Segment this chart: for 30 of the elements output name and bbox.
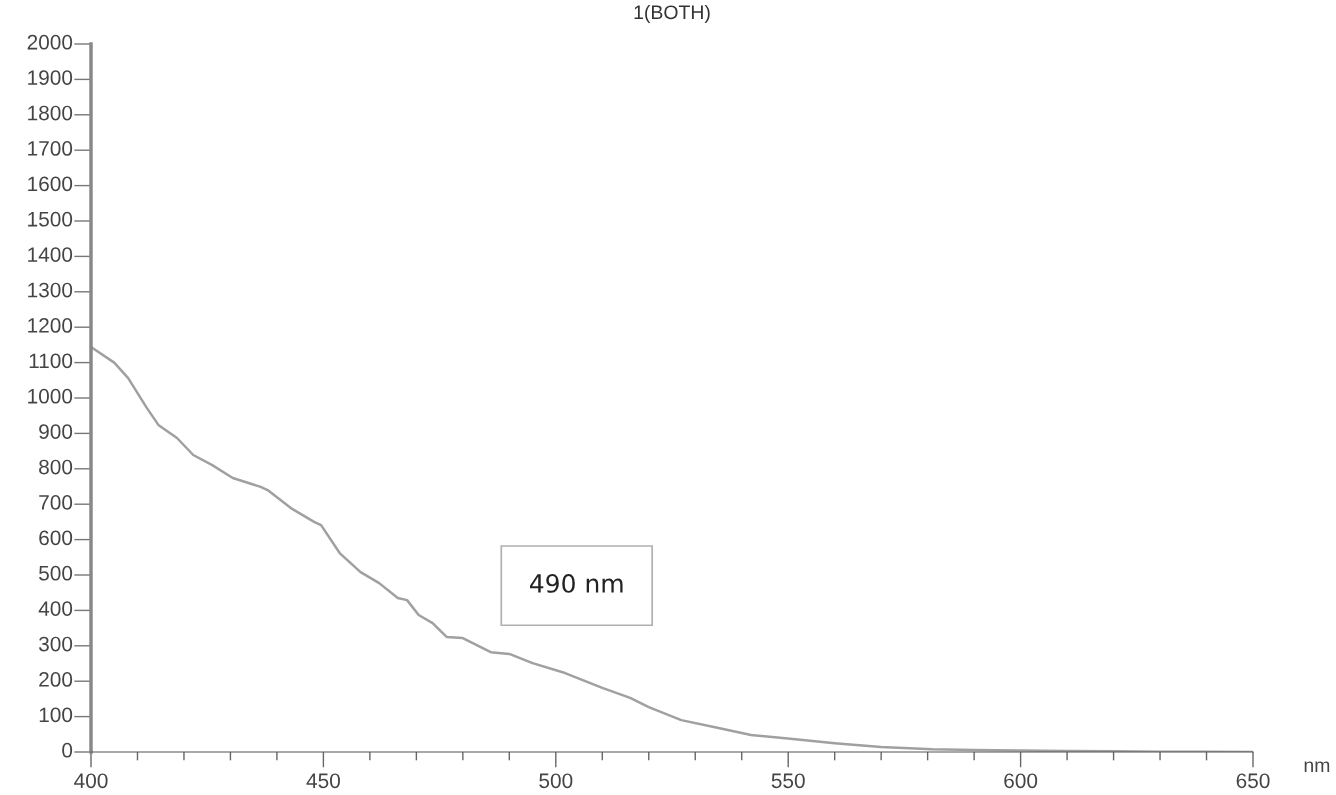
x-tick-label: 550	[771, 773, 805, 789]
y-tick-label: 1300	[28, 282, 73, 298]
y-tick-label: 1700	[28, 141, 73, 156]
x-tick-label: 450	[306, 773, 340, 789]
y-tick-label: 600	[39, 530, 73, 546]
y-tick-label: 1100	[29, 353, 73, 369]
y-tick-label: 1500	[28, 211, 73, 227]
x-tick-label: 500	[539, 773, 573, 789]
y-tick-label: 1000	[28, 388, 73, 404]
y-tick-label: 2000	[27, 34, 73, 50]
x-tick-label: 600	[1004, 773, 1038, 789]
y-tick-label: 1200	[28, 318, 73, 333]
y-tick-label: 200	[39, 672, 73, 687]
y-tick-label: 900	[39, 424, 73, 439]
y-tick-label: 800	[39, 459, 73, 475]
x-axis-title: nm	[1304, 761, 1330, 772]
y-tick-label: 1800	[28, 105, 73, 121]
annotation: 490 nm	[530, 573, 623, 593]
y-tick-label: 500	[39, 565, 73, 581]
y-tick-label: 1600	[28, 176, 73, 192]
y-tick-label: 0	[62, 742, 73, 758]
y-tick-label: 1900	[28, 70, 73, 85]
chart-title: 1(BOTH)	[634, 4, 710, 24]
x-tick-label: 650	[1236, 773, 1270, 789]
x-tick-label: 400	[74, 773, 108, 789]
y-tick-label: 1400	[28, 247, 73, 262]
y-tick-label: 300	[38, 636, 73, 652]
y-tick-label: 700	[39, 495, 73, 510]
y-tick-label: 400	[38, 601, 73, 616]
y-tick-label: 100	[39, 707, 73, 723]
